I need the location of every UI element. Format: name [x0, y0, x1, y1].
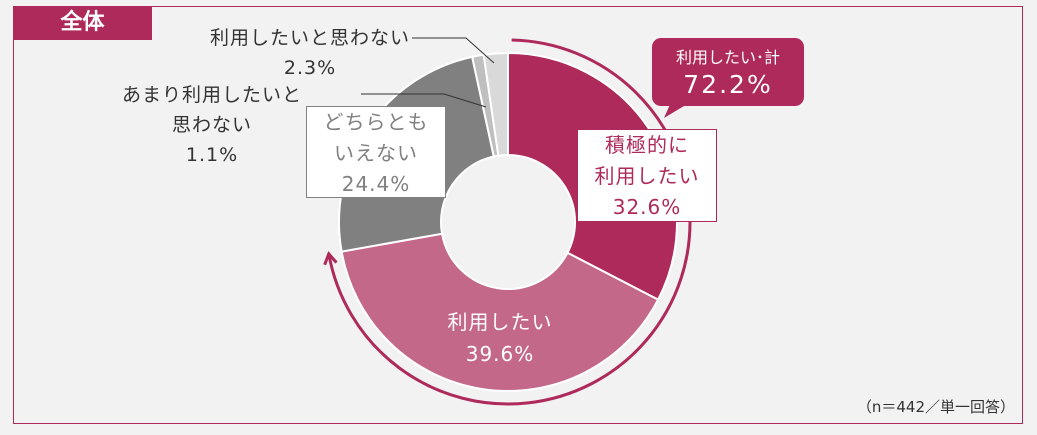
label-value: 32.6%: [612, 195, 682, 219]
leader-line-rarely-use: [361, 93, 487, 108]
label-text: いえない: [334, 141, 418, 165]
total-arc-arrow: [327, 38, 692, 406]
label-text: 利用したい: [447, 310, 553, 334]
label-text: 積極的に: [605, 133, 689, 157]
label-text: あまり利用したいと: [121, 84, 302, 106]
label-value: 24.4%: [341, 172, 411, 196]
label-value: 39.6%: [465, 342, 535, 366]
label-text: 利用したい: [594, 164, 700, 188]
label-want-to-use: 利用したい 39.6%: [430, 306, 570, 370]
label-text: 思わない: [171, 114, 252, 136]
label-rarely-use: あまり利用したいと 思わない 1.1%: [112, 80, 312, 170]
total-callout: 利用したい･計 72.2%: [652, 38, 804, 106]
donut-slice: [482, 51, 509, 157]
label-value: 1.1%: [185, 144, 239, 166]
section-tag: 全体: [13, 6, 152, 40]
label-not-use: 利用したいと思わない 2.3%: [205, 23, 415, 83]
leader-line-not-use: [412, 37, 495, 64]
label-neither: どちらとも いえない 24.4%: [306, 106, 446, 198]
sample-note: （n＝442／単一回答）: [856, 398, 1015, 416]
donut-slice: [340, 232, 660, 392]
label-text: どちらとも: [323, 110, 429, 134]
chart-frame: [13, 6, 1023, 424]
label-text: 利用したいと思わない: [209, 27, 410, 49]
total-callout-label: 利用したい･計: [675, 48, 780, 67]
label-value: 2.3%: [283, 57, 337, 79]
arrowhead-icon: [323, 250, 338, 266]
total-callout-value: 72.2%: [683, 70, 773, 99]
label-actively-use: 積極的に 利用したい 32.6%: [577, 129, 717, 222]
